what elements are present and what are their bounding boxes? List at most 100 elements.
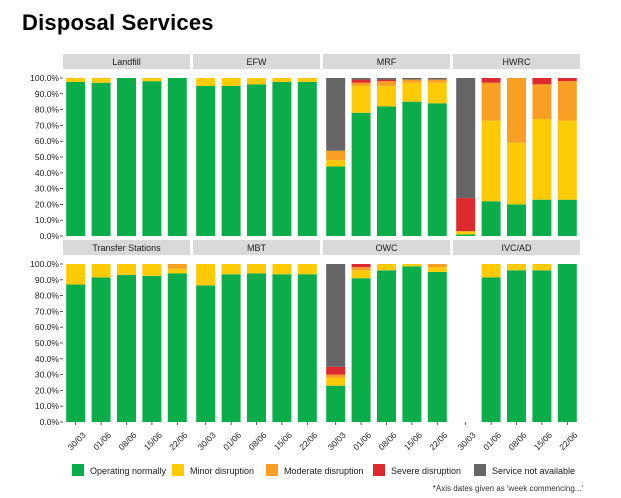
bar-efw-01-06-operating-normally <box>221 85 241 237</box>
bar-hwrc-30-03-minor-disruption <box>456 231 476 235</box>
bar-owc-30-03-minor-disruption <box>326 377 346 386</box>
bar-mrf-30-03-moderate-disruption <box>326 150 346 161</box>
bar-efw-01-06-minor-disruption <box>221 78 241 86</box>
panel-strip-hwrc <box>453 54 580 69</box>
bar-transfer-stations-08-06-operating-normally <box>117 275 136 422</box>
bar-landfill-15-06-minor-disruption <box>142 78 162 82</box>
bar-owc-30-03-service-not-available <box>326 264 346 367</box>
bar-owc-01-06-minor-disruption <box>351 270 371 279</box>
bar-ivc-ad-08-06-operating-normally <box>507 270 526 422</box>
bar-owc-01-06-moderate-disruption <box>351 267 371 271</box>
y-tick-label: 70.0% <box>35 306 60 316</box>
y-tick-label: 70.0% <box>35 120 60 130</box>
bar-mbt-22-06-minor-disruption <box>297 264 317 275</box>
y-tick-label: 20.0% <box>35 199 60 209</box>
legend-label-minor-disruption: Minor disruption <box>190 466 254 476</box>
bar-ivc-ad-01-06-minor-disruption <box>481 264 501 278</box>
bar-owc-22-06-operating-normally <box>427 271 447 422</box>
bar-owc-15-06-minor-disruption <box>402 264 422 267</box>
bar-mrf-22-06-minor-disruption <box>427 82 447 104</box>
bar-landfill-22-06-operating-normally <box>167 78 187 236</box>
bar-efw-08-06-minor-disruption <box>247 78 266 85</box>
panel-title-efw: EFW <box>247 57 268 67</box>
bar-owc-01-06-severe-disruption <box>351 264 371 268</box>
bar-efw-30-03-minor-disruption <box>196 78 216 86</box>
bar-ivc-ad-22-06-operating-normally <box>557 264 577 422</box>
y-tick-label: 10.0% <box>35 215 60 225</box>
bar-mbt-08-06-minor-disruption <box>247 264 266 274</box>
bar-landfill-08-06-operating-normally <box>117 78 136 236</box>
panel-title-hwrc: HWRC <box>503 57 531 67</box>
y-tick-label: 60.0% <box>35 322 60 332</box>
bar-efw-15-06-minor-disruption <box>272 78 292 82</box>
bar-hwrc-15-06-severe-disruption <box>532 78 552 85</box>
panel-strip-ivc-ad <box>453 240 580 255</box>
panel-title-mbt: MBT <box>247 243 267 253</box>
bar-hwrc-08-06-minor-disruption <box>507 142 526 205</box>
panel-strip-efw <box>193 54 320 69</box>
bar-hwrc-22-06-operating-normally <box>557 199 577 236</box>
bar-mrf-08-06-service-not-available <box>377 78 396 80</box>
x-tick-label: 01/06 <box>351 430 373 452</box>
panel-strip-owc <box>323 240 450 255</box>
y-tick-label: 20.0% <box>35 385 60 395</box>
x-tick-label: 15/06 <box>272 430 294 452</box>
bar-mbt-08-06-operating-normally <box>247 273 266 422</box>
bar-landfill-30-03-operating-normally <box>66 81 86 236</box>
x-tick-label: 30/03 <box>456 430 478 452</box>
bar-ivc-ad-08-06-minor-disruption <box>507 264 526 271</box>
y-tick-label: 80.0% <box>35 105 60 115</box>
x-tick-label: 15/06 <box>532 430 554 452</box>
bar-efw-15-06-operating-normally <box>272 81 292 236</box>
bar-mrf-22-06-service-not-available <box>427 78 447 80</box>
x-tick-label: 08/06 <box>116 430 138 452</box>
bar-transfer-stations-01-06-minor-disruption <box>91 264 111 278</box>
x-tick-label: 15/06 <box>402 430 424 452</box>
y-tick-label: 100.0% <box>30 73 59 83</box>
bar-mrf-08-06-operating-normally <box>377 106 396 236</box>
bar-efw-30-03-operating-normally <box>196 85 216 237</box>
y-tick-label: 40.0% <box>35 168 60 178</box>
bar-mbt-15-06-operating-normally <box>272 274 292 422</box>
bar-landfill-15-06-operating-normally <box>142 81 162 236</box>
bar-transfer-stations-08-06-minor-disruption <box>117 264 136 276</box>
bar-landfill-01-06-minor-disruption <box>91 78 111 83</box>
panel-strip-landfill <box>63 54 190 69</box>
bar-transfer-stations-22-06-minor-disruption <box>167 268 187 274</box>
bar-mbt-15-06-minor-disruption <box>272 264 292 275</box>
bar-hwrc-01-06-severe-disruption <box>481 78 501 83</box>
bar-ivc-ad-15-06-operating-normally <box>532 270 552 422</box>
y-tick-label: 50.0% <box>35 338 60 348</box>
bar-hwrc-30-03-severe-disruption <box>456 198 476 232</box>
x-tick-label: 22/06 <box>557 430 579 452</box>
bar-transfer-stations-22-06-moderate-disruption <box>167 264 187 269</box>
bar-mrf-08-06-severe-disruption <box>377 79 396 82</box>
bar-transfer-stations-30-03-minor-disruption <box>66 264 86 285</box>
panel-title-transfer-stations: Transfer Stations <box>92 243 161 253</box>
bar-owc-22-06-minor-disruption <box>427 267 447 272</box>
panel-strip-transfer-stations <box>63 240 190 255</box>
y-tick-label: 90.0% <box>35 89 60 99</box>
x-tick-label: 08/06 <box>506 430 528 452</box>
bar-hwrc-01-06-minor-disruption <box>481 120 501 202</box>
bar-mbt-22-06-operating-normally <box>297 274 317 422</box>
bar-hwrc-08-06-operating-normally <box>507 204 526 236</box>
bar-mbt-30-03-operating-normally <box>196 285 216 422</box>
bar-mrf-15-06-moderate-disruption <box>402 79 422 83</box>
legend-swatch-moderate-disruption <box>266 464 278 476</box>
bar-owc-22-06-moderate-disruption <box>427 264 447 268</box>
bar-transfer-stations-01-06-operating-normally <box>91 277 111 422</box>
panel-title-ivc-ad: IVC/AD <box>501 243 532 253</box>
y-tick-label: 30.0% <box>35 370 60 380</box>
bar-mrf-22-06-operating-normally <box>427 103 447 236</box>
x-tick-label: 30/03 <box>66 430 88 452</box>
y-tick-label: 80.0% <box>35 291 60 301</box>
bar-mrf-08-06-minor-disruption <box>377 85 396 107</box>
x-tick-label: 30/03 <box>196 430 218 452</box>
bar-transfer-stations-15-06-minor-disruption <box>142 264 162 276</box>
legend-swatch-minor-disruption <box>172 464 184 476</box>
bar-hwrc-22-06-minor-disruption <box>557 120 577 200</box>
panel-strip-mrf <box>323 54 450 69</box>
bar-mrf-08-06-moderate-disruption <box>377 81 396 86</box>
